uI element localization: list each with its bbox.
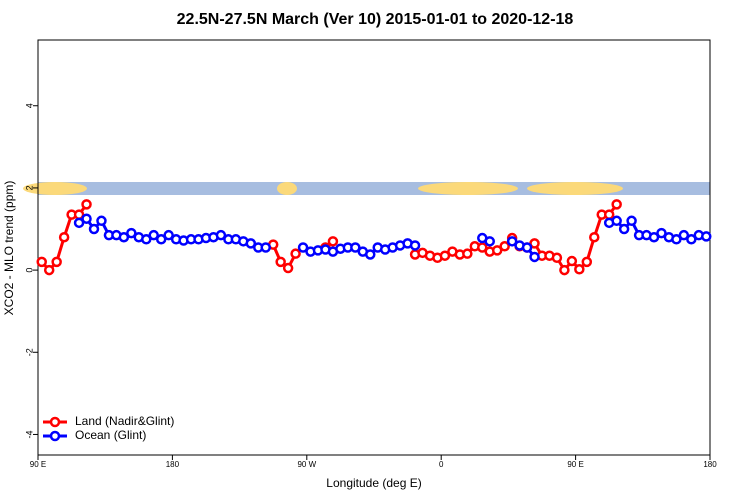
data-point — [163, 229, 174, 241]
data-point — [36, 256, 47, 268]
x-axis-label: Longitude (deg E) — [326, 476, 421, 490]
y-tick-label: -4 — [24, 430, 34, 438]
data-point — [350, 242, 361, 253]
x-tick-label: 90 E — [30, 460, 46, 469]
data-point — [678, 229, 690, 241]
data-point — [589, 231, 600, 243]
legend-marker — [49, 430, 61, 442]
data-point — [88, 223, 100, 235]
data-point — [155, 234, 167, 245]
plot-frame — [37, 39, 711, 456]
map-strip — [23, 182, 710, 195]
data-point — [462, 248, 473, 259]
data-point — [118, 231, 130, 243]
data-point — [701, 231, 712, 242]
data-point — [297, 242, 309, 253]
y-tick-label: 2 — [24, 185, 34, 190]
data-point — [282, 262, 294, 274]
data-point — [484, 236, 495, 247]
data-point — [409, 240, 421, 251]
data-point — [275, 256, 286, 268]
y-tick-label: -2 — [24, 348, 34, 356]
data-point — [96, 215, 107, 227]
data-point — [148, 229, 159, 241]
data-point — [559, 264, 570, 276]
y-axis-label: XCO2 - MLO trend (ppm) — [2, 181, 16, 316]
data-point — [73, 217, 85, 229]
x-tick-label: 180 — [166, 460, 180, 469]
data-point — [611, 215, 622, 227]
x-tick-label: 90 E — [567, 460, 583, 469]
data-point — [141, 234, 152, 245]
data-point — [327, 236, 339, 247]
data-point — [81, 213, 92, 224]
data-point — [648, 231, 660, 243]
land-strip — [277, 182, 297, 195]
data-point — [439, 250, 451, 261]
y-tick-label: 4 — [24, 103, 34, 108]
data-point — [581, 256, 593, 268]
legend-label: Ocean (Glint) — [75, 428, 146, 442]
data-point — [521, 242, 533, 253]
y-tick-label: 0 — [24, 268, 34, 273]
legend-marker — [49, 416, 61, 428]
data-point — [260, 242, 271, 253]
data-point — [43, 264, 55, 276]
data-point — [58, 231, 70, 243]
data-point — [477, 242, 488, 253]
data-point — [618, 223, 630, 235]
data-point — [529, 238, 540, 249]
x-tick-label: 90 W — [297, 460, 316, 469]
data-point — [566, 255, 578, 267]
data-point — [551, 252, 563, 264]
legend-label: Land (Nadir&Glint) — [75, 414, 174, 428]
data-point — [365, 249, 376, 260]
data-point — [686, 234, 697, 245]
data-point — [574, 264, 585, 275]
data-point — [126, 227, 137, 239]
data-point — [499, 241, 510, 252]
data-point — [51, 256, 62, 268]
x-tick-label: 180 — [703, 460, 717, 469]
chart-title: 22.5N-27.5N March (Ver 10) 2015-01-01 to… — [177, 11, 574, 28]
data-point — [671, 234, 682, 245]
data-point — [290, 248, 301, 259]
land-strip — [527, 182, 623, 195]
data-point — [491, 245, 503, 256]
data-point — [603, 209, 615, 220]
data-point — [245, 238, 257, 249]
data-point — [215, 229, 227, 241]
data-point — [506, 236, 518, 247]
data-point — [529, 251, 540, 263]
land-strip — [418, 182, 518, 195]
data-point — [656, 227, 667, 239]
data-point — [611, 199, 622, 210]
data-point — [626, 215, 637, 227]
data-point — [81, 199, 92, 210]
x-tick-label: 0 — [439, 460, 444, 469]
land-strip — [23, 182, 87, 195]
